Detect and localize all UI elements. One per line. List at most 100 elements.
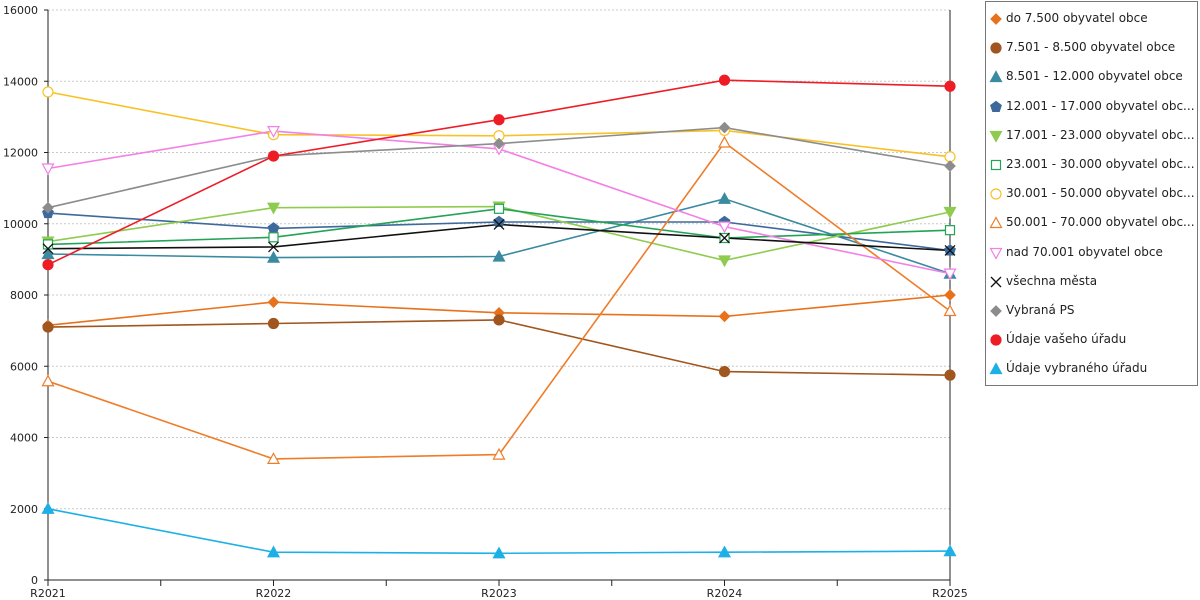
data-point-1-1 <box>267 317 280 330</box>
legend-marker-shape <box>990 305 1002 317</box>
data-point-4-1 <box>266 202 281 215</box>
legend-item: 30.001 - 50.000 obyvatel obc... <box>986 179 1197 208</box>
legend-label: Vybraná PS <box>1006 303 1075 317</box>
legend-marker-shape <box>990 13 1002 25</box>
data-point-1-2 <box>493 314 505 326</box>
data-point-8-4 <box>943 268 957 281</box>
data-point-10-0 <box>42 201 54 214</box>
series-line-11 <box>47 79 951 266</box>
tick-labels: 0 2000 4000 6000 8000 10000 12000 14000 16000 R20… <box>3 4 968 600</box>
legend-marker <box>990 42 1002 54</box>
data-point-0-3 <box>718 310 731 323</box>
legend-marker <box>989 362 1003 375</box>
legend-item: všechna města <box>986 267 1197 296</box>
data-point-6-0 <box>42 86 54 98</box>
data-point-10-3 <box>718 121 731 134</box>
y-tick-label: 10000 <box>3 218 38 231</box>
data-point-12-0 <box>41 502 55 514</box>
legend-marker <box>990 276 1002 288</box>
line-chart: 0 2000 4000 6000 8000 10000 12000 14000 16000 R20… <box>3 4 968 600</box>
data-point-8-0 <box>41 163 55 176</box>
axes <box>44 9 951 586</box>
data-point-1-4 <box>944 369 956 381</box>
x-tick-label: R2022 <box>256 587 292 600</box>
legend-label: 7.501 - 8.500 obyvatel obce <box>1006 40 1176 55</box>
legend-label: Údaje vašeho úřadu <box>1006 332 1127 347</box>
legend-item: Údaje vašeho úřadu <box>986 325 1197 354</box>
data-point-2-1 <box>266 250 281 263</box>
data-point-1-3 <box>718 365 731 378</box>
data-point-4-3 <box>717 255 732 268</box>
legend-item: 7.501 - 8.500 obyvatel obce <box>986 33 1197 62</box>
legend-marker-shape <box>989 362 1003 375</box>
legend-marker-shape <box>989 216 1003 229</box>
legend-item: Vybraná PS <box>986 296 1197 325</box>
data-point-10-4 <box>944 160 956 172</box>
series-line-1 <box>47 319 951 376</box>
data-point-11-0 <box>42 259 54 271</box>
data-point-10-2 <box>493 137 505 150</box>
data-point-2-0 <box>41 247 55 260</box>
data-point-12-1 <box>266 545 281 558</box>
data-point-2-3 <box>717 192 732 204</box>
data-point-1-0 <box>42 321 54 333</box>
data-point-5-0 <box>42 239 54 250</box>
legend-marker <box>990 305 1002 317</box>
y-tick-label: 4000 <box>10 432 38 445</box>
legend-marker-shape <box>990 276 1002 288</box>
y-tick-label: 2000 <box>10 503 38 516</box>
legend-label: 50.001 - 70.000 obyvatel obc... <box>1006 215 1195 230</box>
legend-marker-shape <box>989 247 1003 260</box>
data-point-7-0 <box>41 374 55 387</box>
data-point-11-2 <box>493 114 505 126</box>
data-point-5-1 <box>268 232 279 243</box>
legend-label: nad 70.001 obyvatel obce <box>1006 244 1163 259</box>
y-tick-label: 8000 <box>10 289 38 302</box>
data-point-8-1 <box>266 126 281 138</box>
data-point-12-4 <box>943 544 957 557</box>
legend-marker <box>990 159 1002 171</box>
series-line-7 <box>47 141 951 460</box>
legend-marker-shape <box>990 188 1002 200</box>
legend-marker <box>989 130 1003 143</box>
data-point-3-1 <box>267 222 280 234</box>
data-point-11-3 <box>718 74 731 86</box>
legend-item: Údaje vybraného úřadu <box>986 354 1197 383</box>
data-point-12-3 <box>717 545 732 558</box>
y-tick-label: 14000 <box>3 75 38 88</box>
legend-item: 12.001 - 17.000 obyvatel obc... <box>986 92 1197 121</box>
legend-label: Údaje vybraného úřadu <box>1006 361 1148 376</box>
data-point-0-1 <box>267 296 280 308</box>
data-point-9-1 <box>268 241 279 253</box>
legend-item: nad 70.001 obyvatel obce <box>986 238 1197 267</box>
legend-marker <box>990 334 1002 346</box>
legend-label: 12.001 - 17.000 obyvatel obc... <box>1006 98 1195 113</box>
legend-marker <box>989 247 1003 260</box>
data-point-0-4 <box>944 289 956 301</box>
data-point-4-4 <box>943 206 957 219</box>
data-point-9-0 <box>42 243 54 255</box>
x-tick-label: R2025 <box>932 587 968 600</box>
data-point-7-3 <box>717 135 732 148</box>
legend-marker-shape <box>990 159 1002 171</box>
legend: do 7.500 obyvatel obce 7.501 - 8.500 obyv… <box>985 1 1198 386</box>
legend-item: 50.001 - 70.000 obyvatel obc... <box>986 208 1197 237</box>
data-point-7-1 <box>266 452 281 464</box>
legend-marker-shape <box>989 130 1003 143</box>
legend-label: do 7.500 obyvatel obce <box>1006 11 1148 25</box>
legend-marker <box>990 188 1002 200</box>
data-point-12-2 <box>492 546 506 559</box>
data-point-9-2 <box>493 219 505 230</box>
legend-marker <box>990 100 1002 112</box>
legend-item: 17.001 - 23.000 obyvatel obc... <box>986 121 1197 150</box>
data-point-2-2 <box>492 249 506 262</box>
legend-marker-shape <box>990 100 1002 112</box>
data-point-9-4 <box>944 245 956 256</box>
data-point-11-1 <box>267 150 280 162</box>
legend-marker <box>990 13 1002 25</box>
y-tick-label: 16000 <box>3 4 38 17</box>
data-point-5-2 <box>493 203 505 214</box>
legend-item: 23.001 - 30.000 obyvatel obc... <box>986 150 1197 179</box>
legend-item: 8.501 - 12.000 obyvatel obce <box>986 62 1197 91</box>
legend-label: 30.001 - 50.000 obyvatel obc... <box>1006 186 1195 201</box>
